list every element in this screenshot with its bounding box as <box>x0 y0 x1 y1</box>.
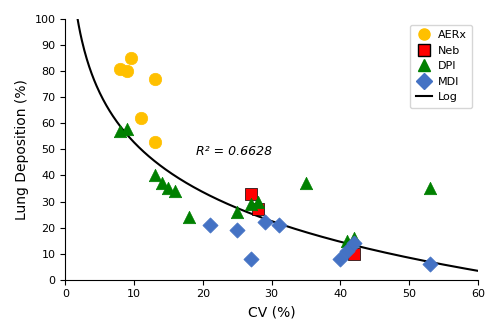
DPI <box>302 181 310 186</box>
DPI <box>233 209 241 215</box>
Neb <box>350 251 358 256</box>
MDI <box>274 222 282 228</box>
MDI <box>344 248 351 254</box>
DPI <box>185 214 193 220</box>
DPI <box>116 129 124 134</box>
MDI <box>261 220 269 225</box>
DPI <box>344 238 351 243</box>
DPI <box>172 188 179 194</box>
DPI <box>426 186 434 191</box>
DPI <box>150 173 158 178</box>
Neb <box>254 207 262 212</box>
DPI <box>350 235 358 241</box>
DPI <box>123 126 131 131</box>
AERx <box>150 139 158 144</box>
X-axis label: CV (%): CV (%) <box>248 305 296 319</box>
DPI <box>254 199 262 204</box>
AERx <box>116 66 124 71</box>
MDI <box>336 256 344 262</box>
DPI <box>247 201 255 207</box>
Legend: AERx, Neb, DPI, MDI, Log: AERx, Neb, DPI, MDI, Log <box>410 25 472 108</box>
MDI <box>426 262 434 267</box>
MDI <box>247 256 255 262</box>
Neb <box>247 191 255 196</box>
AERx <box>137 116 145 121</box>
Y-axis label: Lung Deposition (%): Lung Deposition (%) <box>15 79 29 220</box>
DPI <box>158 181 166 186</box>
MDI <box>206 222 214 228</box>
AERx <box>126 55 134 61</box>
DPI <box>164 186 172 191</box>
MDI <box>350 240 358 246</box>
AERx <box>123 68 131 74</box>
MDI <box>233 227 241 233</box>
Text: R² = 0.6628: R² = 0.6628 <box>196 145 272 158</box>
AERx <box>150 76 158 81</box>
